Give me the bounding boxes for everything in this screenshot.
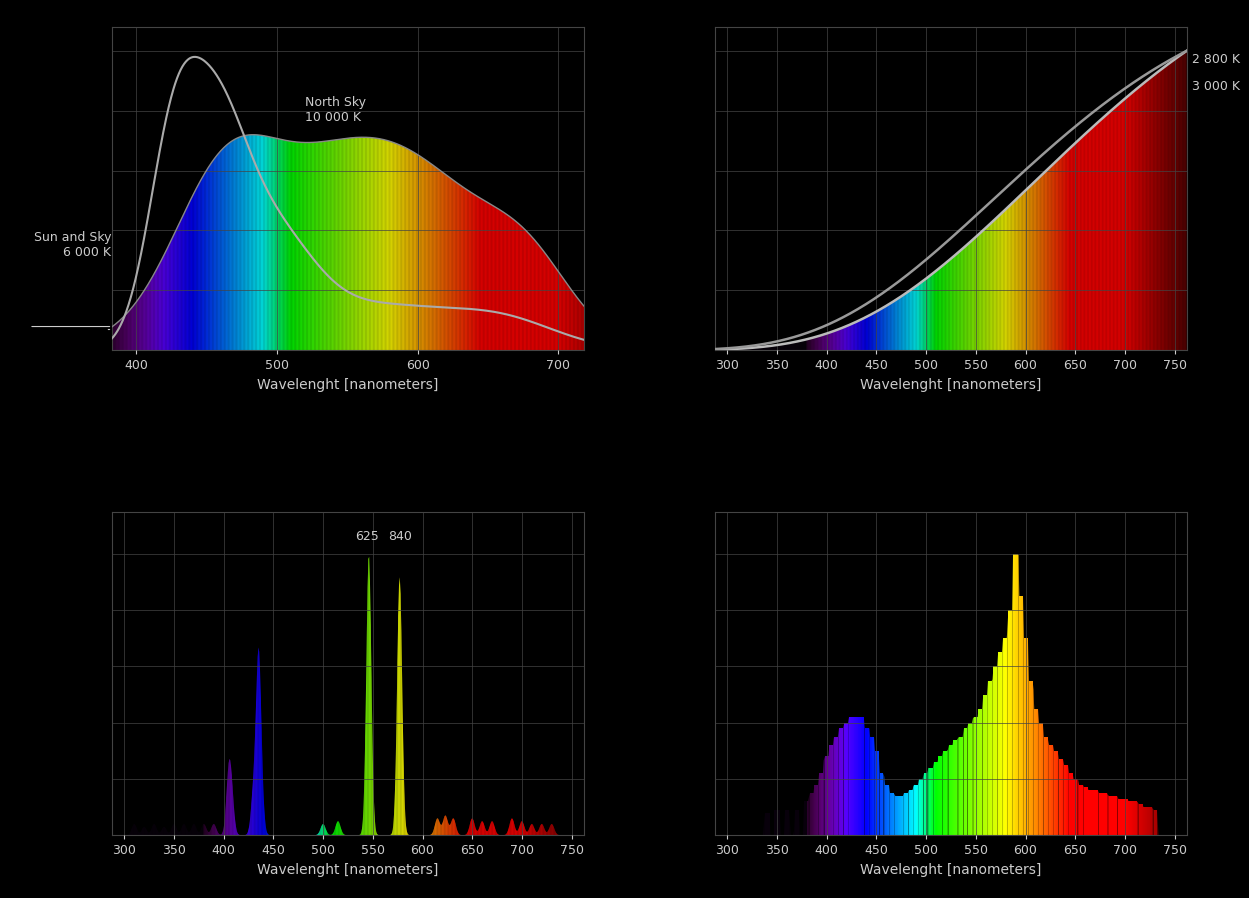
X-axis label: Wavelenght [nanometers]: Wavelenght [nanometers] <box>257 378 438 392</box>
Text: 3 000 K: 3 000 K <box>1192 80 1239 93</box>
Text: North Sky
10 000 K: North Sky 10 000 K <box>305 96 366 124</box>
Text: 625: 625 <box>355 530 378 543</box>
Text: 840: 840 <box>387 530 412 543</box>
X-axis label: Wavelenght [nanometers]: Wavelenght [nanometers] <box>257 863 438 876</box>
Text: 2 800 K: 2 800 K <box>1192 53 1239 66</box>
Text: Sun and Sky
6 000 K: Sun and Sky 6 000 K <box>34 232 111 260</box>
X-axis label: Wavelenght [nanometers]: Wavelenght [nanometers] <box>861 378 1042 392</box>
X-axis label: Wavelenght [nanometers]: Wavelenght [nanometers] <box>861 863 1042 876</box>
